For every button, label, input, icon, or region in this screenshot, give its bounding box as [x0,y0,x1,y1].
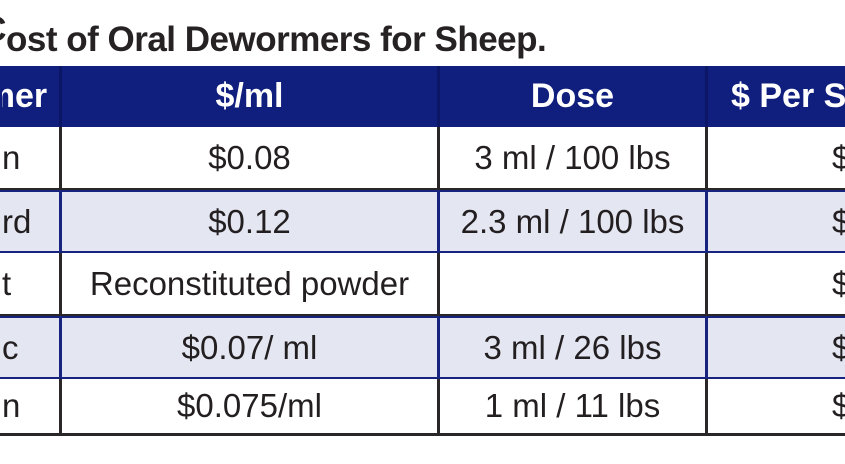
header-dose: Dose [440,66,708,127]
clipped-letter-c: C [0,9,6,51]
table-row: n $0.08 3 ml / 100 lbs $ [0,127,845,190]
table-row: t Reconstituted powder $ [0,253,845,316]
cell-price-per-ml: Reconstituted powder [62,253,440,314]
cell-per-sheep-fragment: $ [832,202,845,240]
cell-per-sheep-fragment: $ [832,138,845,176]
cell-dose: 3 ml / 100 lbs [440,127,708,188]
cell-per-sheep-fragment: $ [832,387,845,424]
table-row: n $0.075/ml 1 ml / 11 lbs $ [0,379,845,436]
cell-dewormer-fragment: rd [0,192,62,251]
table-header-row: mer $/ml Dose $ Per S [0,66,845,127]
dewormer-cost-table: mer $/ml Dose $ Per S n $0.08 3 ml / 100… [0,66,845,436]
cell-dose [440,253,708,314]
cell-price-per-ml: $0.12 [62,192,440,251]
cell-dose: 3 ml / 26 lbs [440,318,708,377]
header-per-sheep: $ Per S [731,77,845,115]
clipped-letter-m: m [2,77,15,116]
cell-dewormer-fragment: t [0,253,62,314]
table-caption: Cost of Oral Dewormers for Sheep. [0,9,547,61]
cell-dose: 1 ml / 11 lbs [440,379,708,433]
header-price-per-ml: $/ml [62,66,440,127]
cell-dose: 2.3 ml / 100 lbs [440,192,708,251]
cell-price-per-ml: $0.08 [62,127,440,188]
table-row: c $0.07/ ml 3 ml / 26 lbs $ [0,316,845,379]
cell-price-per-ml: $0.075/ml [62,379,440,433]
table-row: rd $0.12 2.3 ml / 100 lbs $ [0,190,845,253]
cell-per-sheep-fragment: $ [832,264,845,302]
cell-dewormer-fragment: n [0,379,62,433]
caption-text: ost of Oral Dewormers for Sheep. [6,20,547,59]
cell-dewormer-fragment: n [0,127,62,188]
header-dewormer-label: er [15,77,48,115]
cell-price-per-ml: $0.07/ ml [62,318,440,377]
cell-per-sheep-fragment: $ [832,328,845,366]
cell-dewormer-fragment: c [0,318,62,377]
header-dewormer: mer [0,66,62,127]
